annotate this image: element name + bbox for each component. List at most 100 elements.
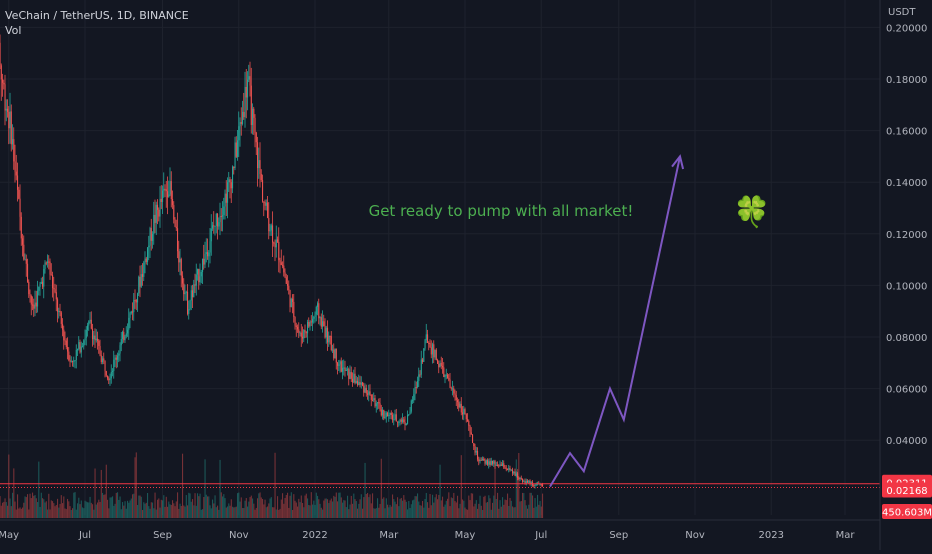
volume-bar [253,503,255,518]
volume-bar [519,501,521,518]
volume-bar [117,492,119,518]
volume-bar [83,508,85,518]
volume-bar [157,499,159,518]
candle-body [223,206,225,216]
volume-bar [28,509,30,518]
volume-bar [528,504,530,518]
candle-body [112,370,114,372]
volume-bar [290,492,292,518]
candle-body [363,385,365,393]
volume-bar [394,501,396,518]
candle-body [500,464,502,466]
candle-body [182,275,184,284]
candle-body [109,378,111,381]
volume-bar [158,498,160,518]
candle-body [33,304,35,309]
candle-body [35,302,37,307]
volume-bar [74,492,76,518]
volume-label: Vol [5,24,22,37]
volume-bar [510,500,512,518]
candle-body [310,321,312,323]
volume-bar [275,509,277,518]
candle-body [425,334,427,341]
candle-body [22,238,24,245]
volume-bar [488,495,490,518]
candle-body [530,482,532,484]
candle-body [95,338,97,341]
volume-bar [364,462,366,518]
volume-bar [213,503,215,518]
candle-body [177,228,179,252]
x-tick-label: Nov [229,530,249,541]
volume-bar [379,503,381,518]
volume-bar [480,505,482,518]
volume-bar [24,496,26,518]
volume-bar [62,503,64,518]
volume-bar [353,493,355,518]
volume-bar [133,493,135,518]
candle-body [154,214,156,223]
volume-bar [170,504,172,518]
candle-body [415,387,417,389]
volume-bar [238,492,240,518]
candle-body [299,332,301,334]
candle-body [412,400,414,402]
volume-bar [538,504,540,518]
candle-body [452,388,454,390]
candle-body [20,216,22,239]
volume-bar [67,498,69,518]
volume-bar [405,501,407,518]
volume-bar [168,501,170,518]
volume-bar [450,497,452,518]
candle-body [513,471,515,474]
candle-body [30,295,32,305]
volume-bar [500,506,502,518]
candle-body [475,450,477,453]
volume-bar [4,498,6,518]
volume-bar [312,504,314,518]
candle-body [50,274,52,276]
volume-bar [413,499,415,518]
candle-body [460,403,462,413]
candle-body [312,318,314,323]
volume-bar [298,498,300,518]
volume-bar [249,497,251,518]
volume-bar [470,493,472,518]
volume-bar [540,506,542,518]
volume-bar [112,496,114,518]
y-tick-label: 0.16000 [886,127,927,138]
volume-bar [57,498,59,518]
candle-body [148,245,150,248]
candle-body [295,325,297,327]
volume-bar [188,492,190,518]
candle-body [540,484,542,486]
candle-body [212,225,214,229]
candle-body [145,258,147,263]
y-tick-label: 0.10000 [886,281,927,292]
volume-bar [367,492,369,518]
candle-body [229,179,231,183]
volume-bar [388,507,390,518]
candle-body [324,326,326,338]
volume-bar [278,509,280,518]
volume-bar [378,507,380,518]
candle-body [115,357,117,360]
volume-bar [30,498,32,518]
candle-body [387,412,389,417]
candle-body [442,366,444,368]
volume-bar [260,497,262,518]
candle-body [225,193,227,203]
candle-body [348,369,350,379]
candle-body [135,300,137,303]
candle-body [282,265,284,267]
candle-body [418,374,420,381]
volume-bar [89,496,91,518]
candle-body [107,375,109,379]
candle-body [423,348,425,362]
candle-body [518,477,520,479]
candle-body [29,294,31,296]
candle-body [194,284,196,286]
y-tick-label: 0.08000 [886,333,927,344]
